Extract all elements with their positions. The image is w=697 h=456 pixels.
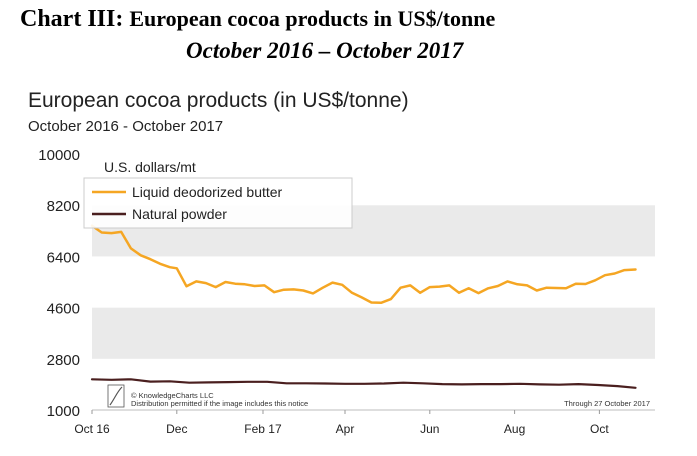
- through-date-note: Through 27 October 2017: [564, 399, 650, 408]
- chart-title: European cocoa products (in US$/tonne): [28, 89, 409, 112]
- chart-subtitle: October 2016 - October 2017: [28, 118, 223, 135]
- x-tick-label: Aug: [504, 422, 525, 436]
- y-tick-label: 10000: [38, 147, 80, 164]
- x-tick-label: Oct: [590, 422, 609, 436]
- grid-band: [92, 256, 655, 308]
- x-axis-ticks: Oct 16 Dec Feb 17 Apr Jun Aug Oct: [74, 410, 609, 436]
- grid-band: [92, 307, 655, 359]
- series-line-powder: [90, 378, 637, 389]
- y-axis-ticks: 1000 2800 4600 6400 8200 10000: [38, 147, 80, 420]
- series-line-butter: [90, 224, 637, 305]
- legend-box: [83, 177, 353, 229]
- x-tick-label: Feb 17: [244, 422, 282, 436]
- x-tick-label: Dec: [166, 422, 187, 436]
- y-tick-label: 2800: [47, 352, 80, 369]
- document-title: Chart III: European cocoa products in US…: [20, 6, 495, 33]
- document-subtitle: October 2016 – October 2017: [186, 38, 464, 63]
- series-lines: [90, 224, 637, 389]
- x-tick-label: Apr: [336, 422, 355, 436]
- y-tick-label: 6400: [47, 249, 80, 266]
- legend-label-butter: Liquid deodorized butter: [132, 184, 283, 200]
- document-title-main: European cocoa products in US$/tonne: [129, 6, 496, 31]
- y-tick-label: 1000: [47, 403, 80, 420]
- knowledgecharts-logo: [107, 384, 125, 408]
- copyright-note: © KnowledgeCharts LLC: [131, 391, 214, 400]
- logo-curve-icon: [109, 386, 123, 406]
- distribution-note: Distribution permitted if the image incl…: [131, 399, 308, 408]
- y-tick-label: 4600: [47, 301, 80, 318]
- document-title-prefix: Chart III:: [20, 6, 124, 32]
- legend: Liquid deodorized butter Natural powder: [83, 177, 353, 229]
- y-tick-label: 8200: [47, 198, 80, 215]
- y-axis-label: U.S. dollars/mt: [104, 159, 196, 175]
- x-tick-label: Oct 16: [74, 422, 110, 436]
- x-tick-label: Jun: [420, 422, 439, 436]
- legend-label-powder: Natural powder: [132, 206, 227, 222]
